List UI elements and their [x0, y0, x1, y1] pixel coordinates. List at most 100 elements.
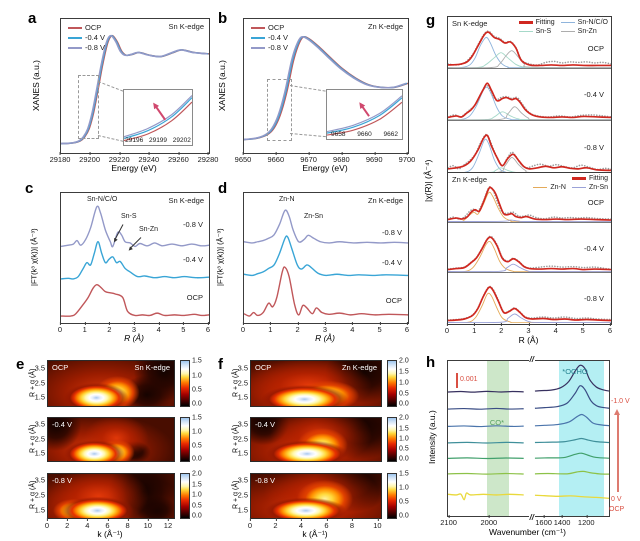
legend-label-sn-nco: Sn-N/C/O [577, 19, 608, 26]
panel-c-letter: c [25, 180, 34, 197]
tick-label: 0.5 [192, 386, 202, 394]
legend-line-sn-nco [560, 21, 575, 24]
tick-label: 1.0 [192, 491, 202, 499]
panel-h-letter: h [426, 354, 436, 371]
fit-zn-ocp-chart [448, 173, 611, 222]
tick-label: 0 [57, 322, 63, 334]
panel-a-legend: OCP -0.4 V -0.8 V [68, 23, 105, 53]
panel-b: b XANES (a.u.) Zn K-edge OCP -0.4 V -0.8… [210, 6, 415, 176]
tick-label: 2.5 [237, 434, 248, 443]
panel-a-xlabel: Energy (eV) [111, 163, 157, 173]
panel-e: e R + α (Å) 3.5 2.5 1.5 OCP Sn K-edge 1.5 1… [8, 350, 215, 541]
wt-zn-08v-yticks: 3.5 2.5 1.5 [237, 473, 249, 517]
colorbar-ticks: 1.5 1.0 0.5 0.0 [190, 358, 206, 408]
colorbar [180, 360, 190, 407]
tick-label: 29199 [148, 137, 168, 144]
panel-b-edge-label: Zn K-edge [367, 22, 403, 31]
series-OCP [327, 102, 402, 135]
series-OCP [448, 493, 524, 500]
tick-label: 29260 [167, 152, 189, 164]
tick-label: 1.5 [237, 505, 248, 515]
colorbar [180, 417, 190, 462]
xanes-zn-inset-chart [327, 90, 402, 139]
tick-label: 6 [607, 323, 613, 335]
panel-f-letter: f [218, 356, 223, 373]
curve-label-ocp: OCP [186, 293, 203, 303]
colorbar [387, 360, 397, 407]
tick-label: 2 [107, 322, 112, 334]
series-data [448, 85, 611, 117]
tick-label: 0.5 [192, 442, 202, 450]
series-data [448, 187, 611, 219]
xanes-sn-inset-chart [124, 90, 192, 145]
potential-zero-label: 0 V [611, 496, 622, 503]
panel-h-xticks: 2100 2000 1600 1400 1200 [440, 515, 608, 527]
tick-label: 2.0 [192, 470, 202, 478]
legend-label-08v: -0.8 V [85, 43, 106, 52]
panel-g-xticks: 0 1 2 3 4 5 6 [444, 323, 613, 335]
tick-label: 3.5 [237, 363, 248, 372]
tick-label: 0 [444, 323, 450, 335]
panel-d-plot: Zn K-edge Zn-N Zn-Sn -0.8 V -0.4 V OCP [243, 192, 409, 324]
fit-zn-04v-chart [448, 223, 611, 272]
wt-sn-08v-yticks: 3.5 2.5 1.5 [34, 473, 46, 517]
tick-label: 2.5 [34, 490, 45, 500]
series--0.4 V [327, 98, 402, 133]
legend-line-04v [251, 37, 265, 39]
ft-exafs-sn-chart [61, 193, 209, 323]
series--0.8 V [448, 408, 524, 409]
tick-label: 1.5 [237, 448, 248, 458]
series--0.6 V [535, 414, 609, 425]
annotation-sn-s: Sn-S [121, 213, 137, 220]
legend-line-08v [251, 47, 265, 49]
legend-line-fitting [571, 177, 586, 180]
legend-label-08v: -0.8 V [268, 43, 289, 52]
panel-a-xticks: 29180 29200 29220 29240 29260 29280 [50, 152, 218, 164]
series--0.8 V [535, 386, 609, 409]
legend-line-fitting [518, 21, 533, 24]
legend-line-04v [68, 37, 82, 39]
panel-c: c |FT(k³ χ(k))| (Å⁻³) Sn K-edge Sn-N/C/O… [20, 176, 215, 348]
panel-e-xticks: 0 2 4 6 8 10 12 [45, 518, 173, 530]
g-sub-label-04v: -0.4 V [583, 90, 604, 100]
g-sn-legend: Fitting Sn-N/C/O Sn-S Sn-Zn [518, 18, 608, 36]
series-Sn-N/C/O [448, 87, 611, 120]
wt-edge-label: Zn K-edge [341, 363, 377, 372]
tick-label: 1.0 [399, 379, 409, 387]
tick-label: 2.5 [34, 378, 45, 387]
tick-label: 2 [65, 518, 70, 530]
colorbar [180, 473, 190, 519]
panel-g-letter: g [426, 12, 436, 29]
tick-label: 1200 [577, 515, 595, 527]
tick-label: 9662 [383, 131, 398, 138]
wt-sn-ocp-yticks: 3.5 2.5 1.5 [34, 360, 46, 405]
g-sn-group: Sn K-edge Fitting Sn-N/C/O Sn-S Sn-Zn OC… [447, 16, 612, 174]
series-Fitting [448, 32, 611, 65]
series-Fitting [448, 135, 611, 170]
tick-label: 6 [404, 322, 410, 334]
tick-label: 1400 [553, 515, 571, 527]
series-data [448, 236, 611, 269]
inset-xticks: 29196 29199 29202 [124, 136, 192, 145]
panel-f: f R + α (Å) 3.5 2.5 1.5 OCP Zn K-edge 2.0 1… [210, 350, 420, 541]
tick-label: 2000 [480, 515, 498, 527]
panel-b-xlabel: Energy (eV) [302, 163, 348, 173]
series-0 V [535, 471, 609, 474]
wt-sub-label: -0.4 V [255, 420, 276, 429]
tick-label: 2.5 [237, 490, 248, 500]
g-sn-ocp: Sn K-edge Fitting Sn-N/C/O Sn-S Sn-Zn OC… [448, 17, 611, 69]
tick-label: 2 [273, 518, 278, 530]
tick-label: 2 [499, 323, 504, 335]
tick-label: 3 [131, 322, 137, 334]
tick-label: 2100 [440, 515, 457, 527]
wt-zn-08v-map: -0.8 V [250, 473, 382, 519]
g-sub-label-08v: -0.8 V [583, 294, 604, 303]
wt-sub-label: -0.8 V [255, 476, 276, 485]
wt-sub-label: OCP [255, 363, 272, 372]
legend-line-zn-sn [571, 186, 586, 189]
legend-line-ocp [251, 27, 265, 29]
series--0.8 V [124, 96, 192, 137]
panel-d-xticks: 0 1 2 3 4 5 6 [241, 322, 410, 334]
series-data [448, 31, 611, 65]
tick-label: 4 [156, 322, 161, 334]
